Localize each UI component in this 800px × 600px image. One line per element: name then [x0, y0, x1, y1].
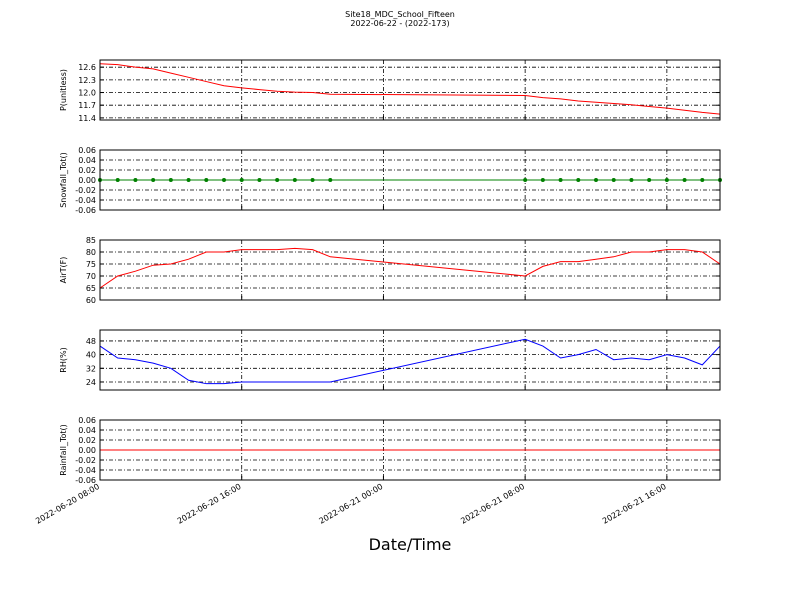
plot-frame — [99, 329, 721, 391]
y-axis-label: RH(%) — [59, 347, 68, 372]
chart-subtitle: 2022-06-22 - (2022-173) — [350, 19, 449, 28]
data-marker — [168, 178, 173, 182]
data-marker — [292, 178, 297, 182]
y-tick-label: -0.02 — [75, 186, 96, 195]
data-marker — [558, 178, 563, 182]
y-tick-label: 12.6 — [78, 63, 96, 72]
data-marker — [186, 178, 191, 182]
y-tick-label: 11.4 — [78, 114, 96, 123]
data-marker — [133, 178, 138, 182]
data-marker — [257, 178, 262, 182]
y-tick-label: -0.04 — [75, 196, 96, 205]
y-tick-label: 12.0 — [78, 89, 96, 98]
y-tick-label: 85 — [86, 236, 96, 245]
y-tick-label: 0.00 — [78, 176, 96, 185]
y-tick-label: 12.3 — [78, 76, 96, 85]
chart-title: Site18_MDC_School_Fifteen — [345, 10, 455, 19]
plot-frame — [99, 149, 721, 211]
y-tick-label: 65 — [86, 284, 96, 293]
y-tick-label: -0.04 — [75, 466, 96, 475]
data-marker — [115, 178, 120, 182]
y-tick-label: 0.02 — [78, 166, 96, 175]
y-tick-label: 75 — [86, 260, 96, 269]
y-axis-label: P(unitless) — [59, 69, 68, 111]
data-marker — [611, 178, 616, 182]
y-tick-label: -0.06 — [75, 476, 96, 485]
plot-frame — [99, 419, 721, 481]
data-marker — [576, 178, 581, 182]
y-tick-label: 60 — [86, 296, 96, 305]
data-marker — [222, 178, 226, 182]
data-marker — [151, 178, 156, 182]
data-marker — [594, 178, 598, 182]
data-marker — [523, 178, 528, 182]
y-tick-label: 24 — [86, 378, 96, 387]
y-tick-label: 0.02 — [78, 436, 96, 445]
data-marker — [328, 178, 333, 182]
y-tick-label: 40 — [86, 351, 96, 360]
x-axis-label: Date/Time — [369, 535, 452, 554]
data-marker — [204, 178, 209, 182]
y-axis-label: AirT(F) — [59, 257, 68, 284]
y-tick-label: 0.06 — [78, 416, 96, 425]
y-tick-label: -0.06 — [75, 206, 96, 215]
y-axis-label: Rainfall_Tot() — [59, 424, 68, 476]
y-tick-label: 0.04 — [78, 426, 96, 435]
y-axis-label: Snowfall_Tot() — [59, 152, 68, 208]
y-tick-label: 11.7 — [78, 101, 96, 110]
plot-frame — [99, 239, 721, 301]
data-marker — [275, 178, 280, 182]
y-tick-label: -0.02 — [75, 456, 96, 465]
data-marker — [664, 178, 669, 182]
y-tick-label: 32 — [86, 364, 96, 373]
y-tick-label: 0.06 — [78, 146, 96, 155]
plot-frame — [99, 59, 721, 121]
y-tick-label: 70 — [86, 272, 96, 281]
y-tick-label: 0.04 — [78, 156, 96, 165]
y-tick-label: 48 — [86, 337, 96, 346]
data-marker — [310, 178, 315, 182]
data-marker — [629, 178, 634, 182]
y-tick-label: 80 — [86, 248, 96, 257]
data-marker — [682, 178, 687, 182]
data-marker — [239, 178, 244, 182]
data-line — [99, 63, 721, 115]
y-tick-label: 0.00 — [78, 446, 96, 455]
data-marker — [647, 178, 652, 182]
data-line — [99, 338, 721, 385]
data-marker — [540, 178, 545, 182]
data-marker — [700, 178, 705, 182]
data-line — [99, 247, 721, 289]
